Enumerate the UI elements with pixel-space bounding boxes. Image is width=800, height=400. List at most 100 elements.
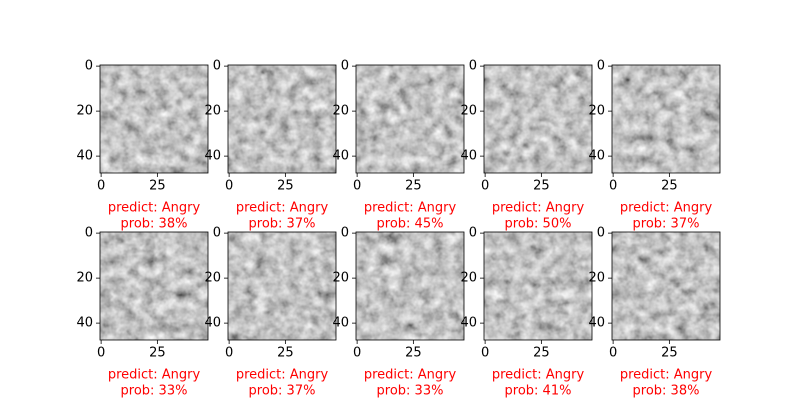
image	[100, 232, 208, 340]
y-tick-label: 20	[588, 271, 605, 286]
x-label: prob: 37%	[249, 217, 316, 232]
axes-frame	[611, 231, 721, 341]
y-tick-label: 40	[332, 149, 349, 164]
x-label: predict: Angry	[620, 201, 713, 216]
x-label: prob: 38%	[633, 384, 700, 399]
y-tick-label: 40	[204, 316, 221, 331]
x-tick-label: 25	[149, 346, 166, 361]
image	[228, 65, 336, 173]
x-tick-label: 0	[481, 346, 489, 361]
y-tick-label: 0	[469, 226, 477, 241]
axes-frame	[355, 231, 465, 341]
x-label: prob: 50%	[505, 217, 572, 232]
x-label: predict: Angry	[236, 201, 329, 216]
x-tick-label: 0	[225, 346, 233, 361]
y-tick-label: 20	[332, 271, 349, 286]
y-tick-label: 0	[597, 59, 605, 74]
image	[612, 65, 720, 173]
image	[612, 232, 720, 340]
image	[484, 65, 592, 173]
axes-frame	[483, 64, 593, 174]
x-label: predict: Angry	[236, 368, 329, 383]
y-tick-label: 0	[85, 59, 93, 74]
x-label: prob: 45%	[377, 217, 444, 232]
x-tick-label: 0	[97, 346, 105, 361]
y-tick-label: 40	[76, 316, 93, 331]
y-tick-label: 0	[85, 226, 93, 241]
y-tick-label: 20	[588, 104, 605, 119]
y-tick-label: 0	[213, 59, 221, 74]
x-label: predict: Angry	[492, 201, 585, 216]
y-tick-label: 40	[204, 149, 221, 164]
x-tick-label: 0	[225, 179, 233, 194]
x-tick-label: 25	[661, 179, 678, 194]
image	[356, 65, 464, 173]
x-tick-label: 25	[405, 346, 422, 361]
x-tick-label: 25	[533, 179, 550, 194]
axes-frame	[99, 231, 209, 341]
y-tick-label: 40	[460, 316, 477, 331]
x-tick-label: 0	[97, 179, 105, 194]
axes-frame	[483, 231, 593, 341]
x-label: predict: Angry	[364, 368, 457, 383]
image	[100, 65, 208, 173]
x-label: prob: 33%	[377, 384, 444, 399]
x-tick-label: 25	[405, 179, 422, 194]
x-tick-label: 25	[661, 346, 678, 361]
x-label: predict: Angry	[492, 368, 585, 383]
x-tick-label: 0	[609, 346, 617, 361]
y-tick-label: 0	[597, 226, 605, 241]
axes-frame	[355, 64, 465, 174]
y-tick-label: 20	[204, 271, 221, 286]
image	[228, 232, 336, 340]
y-tick-label: 40	[460, 149, 477, 164]
y-tick-label: 40	[332, 316, 349, 331]
x-tick-label: 0	[481, 179, 489, 194]
image	[356, 232, 464, 340]
x-label: predict: Angry	[108, 368, 201, 383]
x-label: prob: 41%	[505, 384, 572, 399]
y-tick-label: 40	[588, 149, 605, 164]
y-tick-label: 20	[460, 271, 477, 286]
x-tick-label: 25	[149, 179, 166, 194]
y-tick-label: 0	[469, 59, 477, 74]
x-label: predict: Angry	[620, 368, 713, 383]
x-label: prob: 33%	[121, 384, 188, 399]
x-tick-label: 0	[609, 179, 617, 194]
axes-frame	[227, 231, 337, 341]
x-label: prob: 38%	[121, 217, 188, 232]
x-label: predict: Angry	[364, 201, 457, 216]
y-tick-label: 40	[588, 316, 605, 331]
x-label: predict: Angry	[108, 201, 201, 216]
y-tick-label: 0	[213, 226, 221, 241]
x-tick-label: 0	[353, 346, 361, 361]
y-tick-label: 20	[76, 104, 93, 119]
x-tick-label: 25	[277, 346, 294, 361]
y-tick-label: 40	[76, 149, 93, 164]
axes-frame	[611, 64, 721, 174]
y-tick-label: 20	[332, 104, 349, 119]
y-tick-label: 20	[204, 104, 221, 119]
x-tick-label: 0	[353, 179, 361, 194]
x-label: prob: 37%	[633, 217, 700, 232]
y-tick-label: 0	[341, 226, 349, 241]
y-tick-label: 20	[460, 104, 477, 119]
y-tick-label: 0	[341, 59, 349, 74]
x-tick-label: 25	[533, 346, 550, 361]
x-tick-label: 25	[277, 179, 294, 194]
y-tick-label: 20	[76, 271, 93, 286]
axes-frame	[99, 64, 209, 174]
image	[484, 232, 592, 340]
x-label: prob: 37%	[249, 384, 316, 399]
